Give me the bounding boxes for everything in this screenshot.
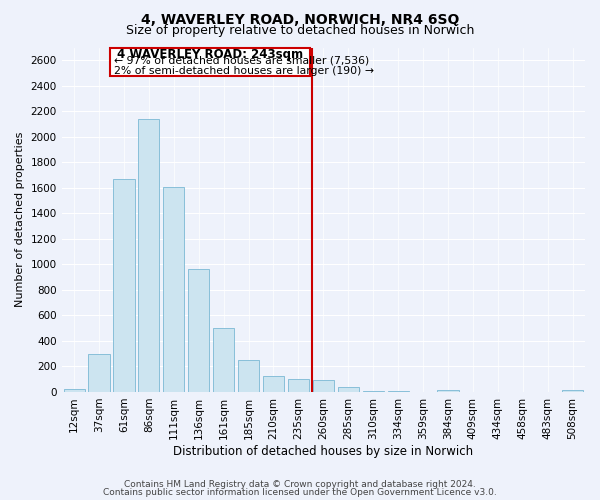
Y-axis label: Number of detached properties: Number of detached properties <box>15 132 25 308</box>
Bar <box>338 388 359 392</box>
Text: Size of property relative to detached houses in Norwich: Size of property relative to detached ho… <box>126 24 474 37</box>
Bar <box>437 390 458 392</box>
Bar <box>213 328 234 392</box>
Text: Contains public sector information licensed under the Open Government Licence v3: Contains public sector information licen… <box>103 488 497 497</box>
Bar <box>113 179 134 392</box>
Bar <box>313 380 334 392</box>
Text: ← 97% of detached houses are smaller (7,536): ← 97% of detached houses are smaller (7,… <box>114 56 369 66</box>
Bar <box>88 354 110 392</box>
Bar <box>562 390 583 392</box>
Bar <box>138 119 160 392</box>
Text: Contains HM Land Registry data © Crown copyright and database right 2024.: Contains HM Land Registry data © Crown c… <box>124 480 476 489</box>
Bar <box>64 390 85 392</box>
Bar <box>263 376 284 392</box>
X-axis label: Distribution of detached houses by size in Norwich: Distribution of detached houses by size … <box>173 444 473 458</box>
Bar <box>110 48 310 76</box>
Text: 4 WAVERLEY ROAD: 243sqm: 4 WAVERLEY ROAD: 243sqm <box>117 48 303 60</box>
Bar <box>188 270 209 392</box>
Bar <box>238 360 259 392</box>
Bar <box>163 186 184 392</box>
Text: 4, WAVERLEY ROAD, NORWICH, NR4 6SQ: 4, WAVERLEY ROAD, NORWICH, NR4 6SQ <box>141 12 459 26</box>
Bar <box>288 379 309 392</box>
Bar <box>362 390 384 392</box>
Text: 2% of semi-detached houses are larger (190) →: 2% of semi-detached houses are larger (1… <box>114 66 374 76</box>
